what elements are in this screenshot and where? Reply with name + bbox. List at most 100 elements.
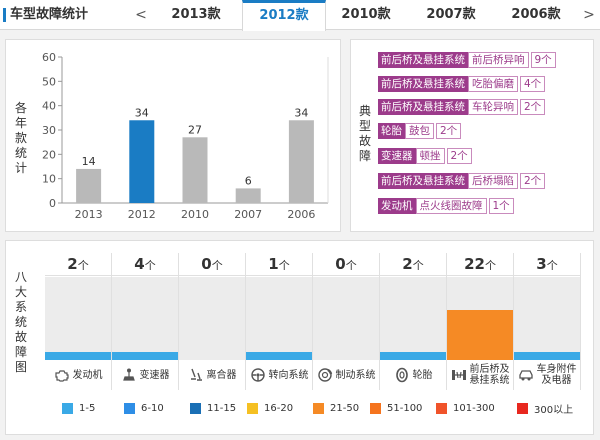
- fault-name-tag[interactable]: 吃胎偏磨: [468, 76, 518, 92]
- legend-label: 11-15: [207, 402, 237, 414]
- system-level-bar: [447, 310, 513, 360]
- system-name: 轮胎: [412, 369, 433, 381]
- year-chart-panel: [5, 39, 341, 232]
- legend-label: 51-100: [387, 402, 423, 414]
- fault-system-tag[interactable]: 发动机: [378, 198, 416, 214]
- legend-swatch: [517, 402, 528, 414]
- system-count: 2个: [45, 253, 111, 276]
- system-column[interactable]: 3个 车身附件 及电器: [514, 253, 581, 390]
- y-tick-label: 10: [42, 173, 56, 186]
- system-column[interactable]: 1个 转向系统: [246, 253, 313, 390]
- fault-system-tag[interactable]: 前后桥及悬挂系统: [378, 99, 468, 115]
- fault-row[interactable]: 前后桥及悬挂系统 后桥塌陷 2个: [378, 173, 546, 189]
- fault-name-tag[interactable]: 点火线圈故障: [415, 198, 487, 214]
- system-column[interactable]: 0个 制动系统: [313, 253, 380, 390]
- system-footer[interactable]: 制动系统: [313, 360, 379, 390]
- year-bar-chart: 0 10 20 30 40 50 60 14 2013 34 2012 27 2010 6 2007 34 20…: [42, 51, 329, 221]
- legend-item: 21-50: [313, 402, 359, 414]
- tire-icon: [394, 367, 413, 383]
- y-tick-label: 60: [42, 51, 56, 64]
- legend-item: 101-300: [436, 402, 495, 414]
- legend-swatch: [313, 402, 324, 414]
- system-footer[interactable]: 转向系统: [246, 360, 312, 390]
- fault-row[interactable]: 发动机 点火线圈故障 1个: [378, 198, 514, 214]
- prev-arrow-icon[interactable]: <: [135, 7, 147, 23]
- system-footer[interactable]: 车身附件 及电器: [514, 360, 580, 390]
- y-tick-label: 0: [49, 197, 56, 210]
- fault-count-tag: 2个: [446, 148, 472, 164]
- system-level-bar: [112, 352, 178, 360]
- y-tick-label: 30: [42, 124, 56, 137]
- legend-item: 16-20: [247, 402, 293, 414]
- car-body-icon: [518, 367, 537, 383]
- systems-vertical-label: 八 大 系 统 故 障 图: [14, 270, 27, 374]
- system-footer[interactable]: 前后桥及 悬挂系统: [447, 360, 513, 390]
- bar-2013: [76, 168, 102, 203]
- fault-name-tag[interactable]: 后桥塌陷: [468, 173, 518, 189]
- y-tick-label: 20: [42, 148, 56, 161]
- legend-swatch: [247, 402, 258, 414]
- system-bar-area: [246, 277, 312, 360]
- system-footer[interactable]: 发动机: [45, 360, 111, 390]
- fault-name-tag[interactable]: 前后桥异响: [468, 52, 529, 68]
- fault-system-tag[interactable]: 变速器: [378, 148, 416, 164]
- typical-faults-vertical-label: 典 型 故 障: [358, 104, 371, 163]
- legend-label: 6-10: [141, 402, 164, 414]
- bar-value-label: 14: [82, 155, 96, 168]
- fault-system-tag[interactable]: 前后桥及悬挂系统: [378, 76, 468, 92]
- system-footer[interactable]: 离合器: [179, 360, 245, 390]
- system-column[interactable]: 4个 变速器: [112, 253, 179, 390]
- system-bar-area: [112, 277, 178, 360]
- system-name: 变速器: [139, 369, 170, 381]
- tab-2012[interactable]: 2012款: [242, 0, 326, 31]
- y-tick-label: 40: [42, 100, 56, 113]
- brake-disc-icon: [317, 367, 336, 383]
- system-name: 车身附件 及电器: [536, 364, 577, 386]
- year-tabs: 2013款 2012款 2010款 2007款 2006款: [154, 0, 580, 31]
- bar-value-label: 6: [245, 174, 252, 187]
- fault-count-tag: 2个: [520, 173, 546, 189]
- fault-row[interactable]: 前后桥及悬挂系统 车轮异响 2个: [378, 99, 546, 115]
- system-column[interactable]: 2个发动机: [45, 253, 112, 390]
- system-level-bar: [45, 352, 111, 360]
- legend-label: 16-20: [264, 402, 294, 414]
- year-chart-vertical-label: 各 年 款 统 计: [14, 101, 27, 175]
- legend-swatch: [436, 402, 447, 414]
- tab-2010[interactable]: 2010款: [341, 7, 391, 22]
- fault-name-tag[interactable]: 顿挫: [415, 148, 445, 164]
- system-name: 转向系统: [268, 369, 309, 381]
- system-bar-area: [514, 277, 580, 360]
- legend-item: 300以上: [517, 402, 574, 416]
- system-footer[interactable]: 变速器: [112, 360, 178, 390]
- system-name: 发动机: [72, 369, 103, 381]
- system-column[interactable]: 2个 轮胎: [380, 253, 447, 390]
- fault-row[interactable]: 前后桥及悬挂系统 吃胎偏磨 4个: [378, 76, 546, 92]
- system-column[interactable]: 22个 前后桥及 悬挂系统: [447, 253, 514, 390]
- next-arrow-icon[interactable]: >: [583, 7, 595, 23]
- fault-row[interactable]: 轮胎 鼓包 2个: [378, 123, 462, 139]
- legend-item: 1-5: [62, 402, 95, 414]
- tab-2007[interactable]: 2007款: [426, 7, 476, 22]
- fault-system-tag[interactable]: 前后桥及悬挂系统: [378, 52, 468, 68]
- legend-swatch: [124, 402, 135, 414]
- fault-system-tag[interactable]: 轮胎: [378, 123, 405, 139]
- system-level-bar: [380, 352, 446, 360]
- system-name: 前后桥及 悬挂系统: [469, 364, 510, 386]
- fault-name-tag[interactable]: 车轮异响: [468, 99, 518, 115]
- tab-2006[interactable]: 2006款: [511, 7, 561, 22]
- system-footer[interactable]: 轮胎: [380, 360, 446, 390]
- legend-label: 300以上: [534, 404, 574, 416]
- system-bar-area: [380, 277, 446, 360]
- y-tick-label: 50: [42, 75, 56, 88]
- fault-row[interactable]: 前后桥及悬挂系统 前后桥异响 9个: [378, 52, 556, 68]
- fault-row[interactable]: 变速器 顿挫 2个: [378, 148, 472, 164]
- fault-system-tag[interactable]: 前后桥及悬挂系统: [378, 173, 468, 189]
- fault-name-tag[interactable]: 鼓包: [405, 123, 434, 139]
- system-bar-area: [179, 277, 245, 360]
- bar-value-label: 34: [294, 106, 308, 119]
- legend-swatch: [370, 402, 381, 414]
- bar-2010: [182, 137, 208, 203]
- engine-icon: [54, 367, 73, 383]
- tab-2013[interactable]: 2013款: [171, 7, 221, 22]
- system-column[interactable]: 0个 离合器: [179, 253, 246, 390]
